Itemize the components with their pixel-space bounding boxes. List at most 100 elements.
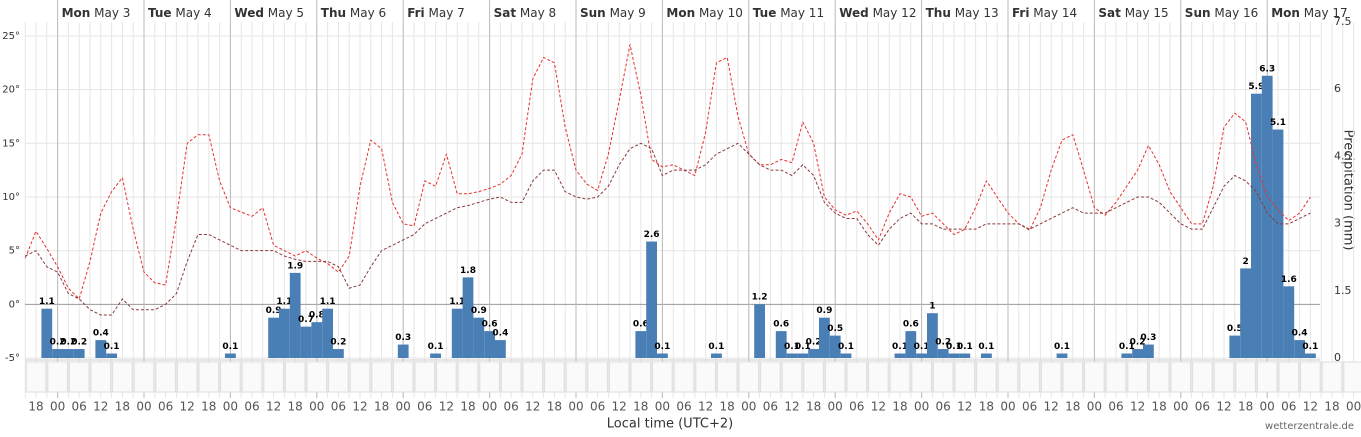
precip-bar <box>52 349 63 358</box>
day-date: May 12 <box>873 6 917 20</box>
precip-bar <box>484 331 495 358</box>
day-label: Sun May 16 <box>1185 6 1258 20</box>
y-tick-label: 0° <box>9 299 20 310</box>
x-tick-label: 18 <box>460 400 475 414</box>
x-tick-label: 12 <box>1216 400 1231 414</box>
bar-label: 0.2 <box>60 338 76 348</box>
x-tick-label: 18 <box>115 400 130 414</box>
bar-label: 1.1 <box>39 297 55 307</box>
bar-label: 1.1 <box>276 297 292 307</box>
x-tick-label: 00 <box>223 400 238 414</box>
x-tick-label: 12 <box>784 400 799 414</box>
y-tick-label: -5° <box>5 353 20 364</box>
wind-cell <box>544 361 565 393</box>
bar-label: 0.2 <box>1130 338 1146 348</box>
wind-cell <box>695 361 716 393</box>
precip-bar <box>1261 75 1273 358</box>
bar-label: 0.6 <box>773 320 789 330</box>
wind-cell <box>1084 361 1105 393</box>
x-tick-label: 12 <box>525 400 540 414</box>
wind-cell <box>1127 361 1148 393</box>
precip-bar <box>322 308 333 358</box>
bar-label: 0.9 <box>816 306 832 316</box>
bar-label: 6.3 <box>1259 64 1275 74</box>
bar-label: 0.1 <box>708 342 724 352</box>
precip-bar <box>927 313 938 358</box>
day-date: May 9 <box>610 6 646 20</box>
bar-label: 0.6 <box>482 320 498 330</box>
bar-label: 0.4 <box>93 329 109 339</box>
wind-cell <box>738 361 760 393</box>
day-name: Wed <box>839 6 869 20</box>
x-tick-label: 12 <box>698 400 713 414</box>
wind-cell <box>241 361 263 393</box>
day-label: Thu May 13 <box>926 6 999 20</box>
x-tick-label: 18 <box>806 400 821 414</box>
day-label: Wed May 5 <box>234 6 304 20</box>
precip-bar <box>808 349 819 358</box>
x-tick-label: 18 <box>1152 400 1167 414</box>
wind-cell <box>220 361 241 393</box>
x-tick-label: 06 <box>676 400 691 414</box>
wind-cell <box>1192 361 1213 393</box>
day-name: Sun <box>1185 6 1211 20</box>
day-date: May 15 <box>1125 6 1169 20</box>
x-tick-label: 12 <box>1130 400 1145 414</box>
bar-label: 0.3 <box>1140 333 1156 343</box>
x-tick-label: 00 <box>1087 400 1102 414</box>
bar-label: 1.9 <box>287 261 303 271</box>
bar-label: 0.1 <box>914 342 930 352</box>
wind-cell <box>630 361 652 393</box>
x-tick-label: 18 <box>201 400 216 414</box>
bar-label: 1.6 <box>1281 275 1297 285</box>
x-tick-label: 18 <box>1324 400 1339 414</box>
bar-label: 0.1 <box>838 342 854 352</box>
day-name: Mon <box>666 6 695 20</box>
precip-bar <box>646 241 657 358</box>
wind-cell <box>1343 361 1361 393</box>
day-label: Mon May 3 <box>62 6 131 20</box>
x-tick-label: 12 <box>93 400 108 414</box>
x-tick-label: 00 <box>396 400 411 414</box>
wind-cell <box>673 361 695 393</box>
precip-bar <box>981 353 992 358</box>
bar-label: 0.8 <box>309 311 325 321</box>
day-date: May 17 <box>1304 6 1348 20</box>
bar-label: 0.2 <box>806 338 822 348</box>
x-tick-label: 06 <box>1195 400 1210 414</box>
precip-bar <box>225 353 236 358</box>
bar-label: 0.1 <box>104 342 120 352</box>
wind-cell <box>997 361 1019 393</box>
precip-bar <box>279 308 290 358</box>
bar-label: 0.5 <box>1227 324 1243 334</box>
precip-bar <box>819 317 830 358</box>
wind-cell <box>1019 361 1040 393</box>
precip-bar <box>289 272 301 358</box>
wind-cell <box>392 361 414 393</box>
y-tick-label: 5° <box>9 246 20 257</box>
bar-label: 0.1 <box>784 342 800 352</box>
day-label: Thu May 6 <box>321 6 386 20</box>
wind-cell <box>781 361 803 393</box>
precip-bar <box>1251 93 1262 359</box>
day-label: Sun May 9 <box>580 6 646 20</box>
bar-label: 0.1 <box>795 342 811 352</box>
precip-bar <box>430 353 441 358</box>
y-tick-label: 10° <box>2 192 20 203</box>
bar-label: 0.2 <box>50 338 66 348</box>
precip-bar <box>840 353 852 358</box>
bar-label: 0.5 <box>827 324 843 334</box>
bar-label: 0.9 <box>266 306 282 316</box>
bar-label: 0.9 <box>471 306 487 316</box>
bar-label: 0.1 <box>957 342 973 352</box>
precip-bar <box>95 340 107 358</box>
wind-cell <box>263 361 284 393</box>
day-date: May 16 <box>1214 6 1258 20</box>
wind-cell <box>176 361 198 393</box>
precip-bar <box>894 353 906 358</box>
bar-label: 0.1 <box>892 342 908 352</box>
precip-bar <box>462 277 474 358</box>
x-tick-label: 00 <box>741 400 756 414</box>
x-tick-label: 00 <box>50 400 65 414</box>
day-date: May 3 <box>94 6 130 20</box>
